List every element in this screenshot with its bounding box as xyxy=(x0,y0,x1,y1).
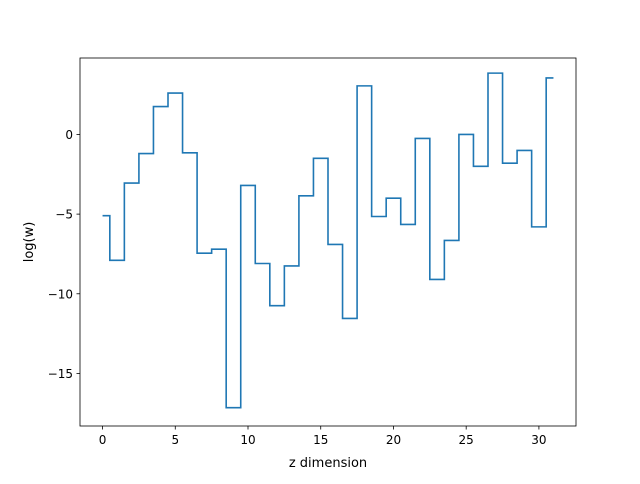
x-tick-label: 0 xyxy=(99,433,107,447)
x-tick-label: 5 xyxy=(171,433,179,447)
x-axis-ticks: 0 5 10 15 20 25 30 xyxy=(99,426,547,447)
x-tick-label: 25 xyxy=(459,433,474,447)
y-axis-ticks: −15 −10 −5 0 xyxy=(48,128,80,381)
x-tick-label: 20 xyxy=(386,433,401,447)
y-tick-label: 0 xyxy=(65,128,73,142)
y-tick-label: −10 xyxy=(48,287,73,301)
y-tick-label: −5 xyxy=(55,208,73,222)
y-axis-label: log(w) xyxy=(22,222,37,263)
data-series-line xyxy=(102,72,554,409)
axes-frame xyxy=(79,57,577,427)
x-tick-label: 30 xyxy=(531,433,546,447)
x-axis-label: z dimension xyxy=(289,456,367,471)
y-tick-label: −15 xyxy=(48,367,73,381)
x-tick-label: 10 xyxy=(240,433,255,447)
x-tick-label: 15 xyxy=(313,433,328,447)
